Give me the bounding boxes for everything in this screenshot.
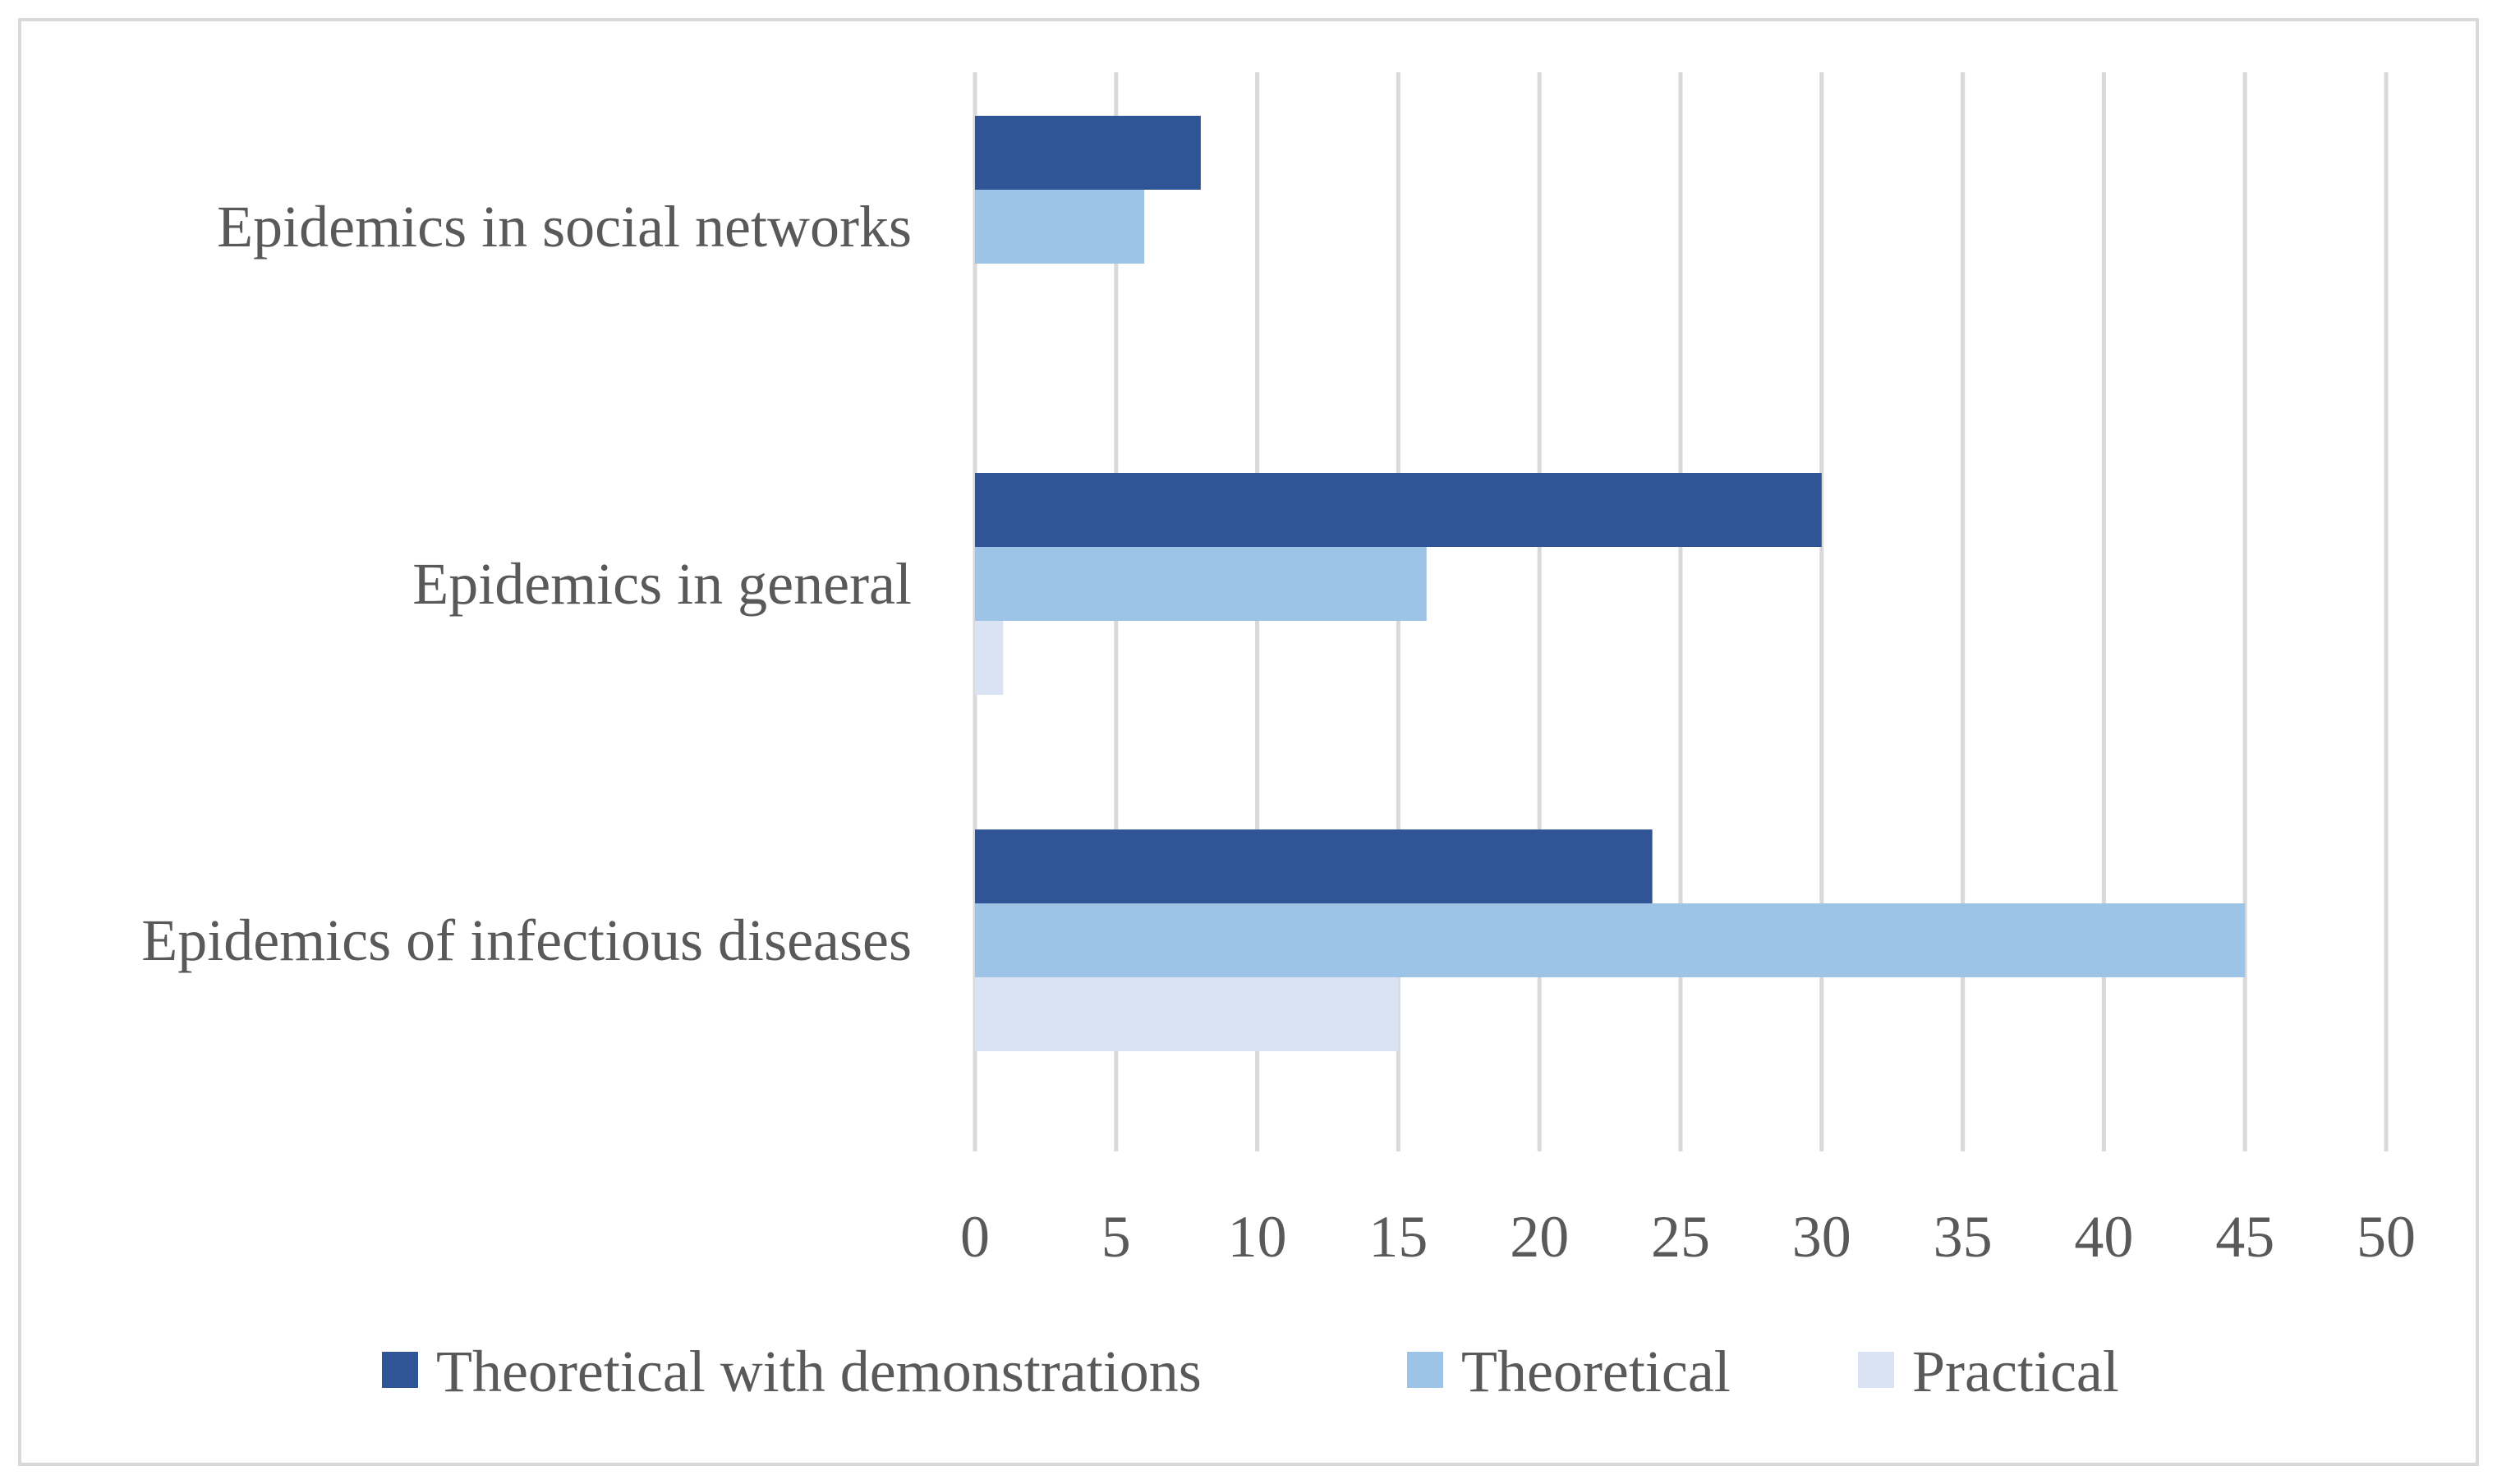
bar-2-1 bbox=[975, 473, 1822, 547]
bar-3-3 bbox=[975, 977, 1399, 1051]
x-tick-label-10: 10 bbox=[1228, 1204, 1287, 1270]
bars bbox=[975, 116, 2246, 1051]
x-tick-label-25: 25 bbox=[1651, 1204, 1710, 1270]
x-tick-label-20: 20 bbox=[1510, 1204, 1569, 1270]
x-tick-label-5: 5 bbox=[1101, 1204, 1131, 1270]
bar-3-2 bbox=[975, 903, 2246, 977]
x-tick-label-30: 30 bbox=[1792, 1204, 1851, 1270]
legend-swatch-1 bbox=[382, 1352, 418, 1388]
category-label-2: Epidemics in general bbox=[412, 551, 912, 617]
category-label-1: Epidemics in social networks bbox=[217, 194, 912, 260]
x-tick-label-40: 40 bbox=[2074, 1204, 2133, 1270]
legend-swatch-3 bbox=[1858, 1352, 1894, 1388]
x-tick-label-50: 50 bbox=[2357, 1204, 2416, 1270]
category-labels: Epidemics in social networks Epidemics in… bbox=[141, 194, 912, 973]
bar-1-1 bbox=[975, 116, 1201, 190]
category-label-3: Epidemics of infectious diseases bbox=[141, 907, 912, 973]
legend-label-2: Theoretical bbox=[1461, 1339, 1731, 1404]
legend: Theoretical with demonstrations Theoretic… bbox=[382, 1339, 2119, 1404]
bar-2-3 bbox=[975, 621, 1004, 695]
x-tick-labels: 0 5 10 15 20 25 30 35 40 45 50 bbox=[960, 1204, 2416, 1270]
bar-1-2 bbox=[975, 190, 1145, 264]
bar-2-2 bbox=[975, 547, 1427, 621]
x-tick-label-45: 45 bbox=[2215, 1204, 2274, 1270]
bar-3-1 bbox=[975, 829, 1653, 903]
x-tick-label-15: 15 bbox=[1368, 1204, 1428, 1270]
chart-frame bbox=[18, 18, 2479, 1466]
x-tick-label-0: 0 bbox=[960, 1204, 990, 1270]
legend-swatch-2 bbox=[1407, 1352, 1443, 1388]
x-tick-label-35: 35 bbox=[1934, 1204, 1993, 1270]
legend-label-1: Theoretical with demonstrations bbox=[436, 1339, 1202, 1404]
legend-label-3: Practical bbox=[1912, 1339, 2119, 1404]
